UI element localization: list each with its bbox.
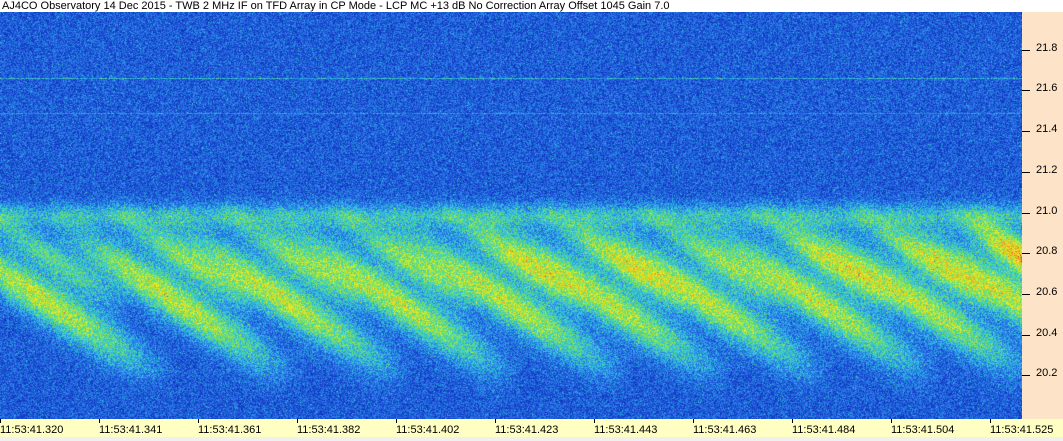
y-tick	[1022, 90, 1030, 91]
x-tick-label: 11:53:41.484	[792, 424, 855, 436]
y-tick	[1022, 50, 1030, 51]
y-tick-label: 20.4	[1036, 327, 1057, 339]
y-tick-label: 21.6	[1036, 82, 1057, 94]
x-tick-label: 11:53:41.382	[297, 424, 360, 436]
x-tick	[693, 419, 694, 423]
y-tick-label: 20.8	[1036, 245, 1057, 257]
x-tick	[396, 419, 397, 423]
y-tick	[1022, 131, 1030, 132]
chart-title: AJ4CO Observatory 14 Dec 2015 - TWB 2 MH…	[0, 0, 1063, 12]
y-tick	[1022, 335, 1030, 336]
y-tick-label: 21.4	[1036, 123, 1057, 135]
x-tick-label: 11:53:41.320	[0, 424, 63, 436]
y-tick-label: 21.2	[1036, 164, 1057, 176]
x-tick	[0, 419, 1, 423]
x-tick-label: 11:53:41.361	[198, 424, 261, 436]
y-tick-label: 20.6	[1036, 286, 1057, 298]
x-tick-label: 11:53:41.423	[495, 424, 558, 436]
x-tick	[594, 419, 595, 423]
y-tick	[1022, 213, 1030, 214]
x-tick	[297, 419, 298, 423]
y-tick-label: 21.8	[1036, 42, 1057, 54]
x-tick	[198, 419, 199, 423]
x-axis: 11:53:41.320 11:53:41.341 11:53:41.361 11:5…	[0, 419, 1063, 437]
x-tick	[99, 419, 100, 423]
x-tick-label: 11:53:41.443	[594, 424, 657, 436]
x-tick-label: 11:53:41.463	[693, 424, 756, 436]
y-tick-label: 20.2	[1036, 367, 1057, 379]
x-tick-label: 11:53:41.525	[990, 424, 1053, 436]
y-tick	[1022, 172, 1030, 173]
x-tick-label: 11:53:41.504	[891, 424, 954, 436]
y-axis: 21.8 21.6 21.4 21.2 21.0 20.8 20.6 20.4 20.2	[1022, 12, 1063, 419]
x-tick-label: 11:53:41.341	[99, 424, 162, 436]
y-tick	[1022, 294, 1030, 295]
y-tick	[1022, 375, 1030, 376]
x-tick	[891, 419, 892, 423]
x-tick	[495, 419, 496, 423]
y-tick-label: 21.0	[1036, 205, 1057, 217]
x-tick-label: 11:53:41.402	[396, 424, 459, 436]
x-tick	[792, 419, 793, 423]
x-tick	[990, 419, 991, 423]
y-tick	[1022, 253, 1030, 254]
spectrogram-plot	[0, 12, 1022, 419]
